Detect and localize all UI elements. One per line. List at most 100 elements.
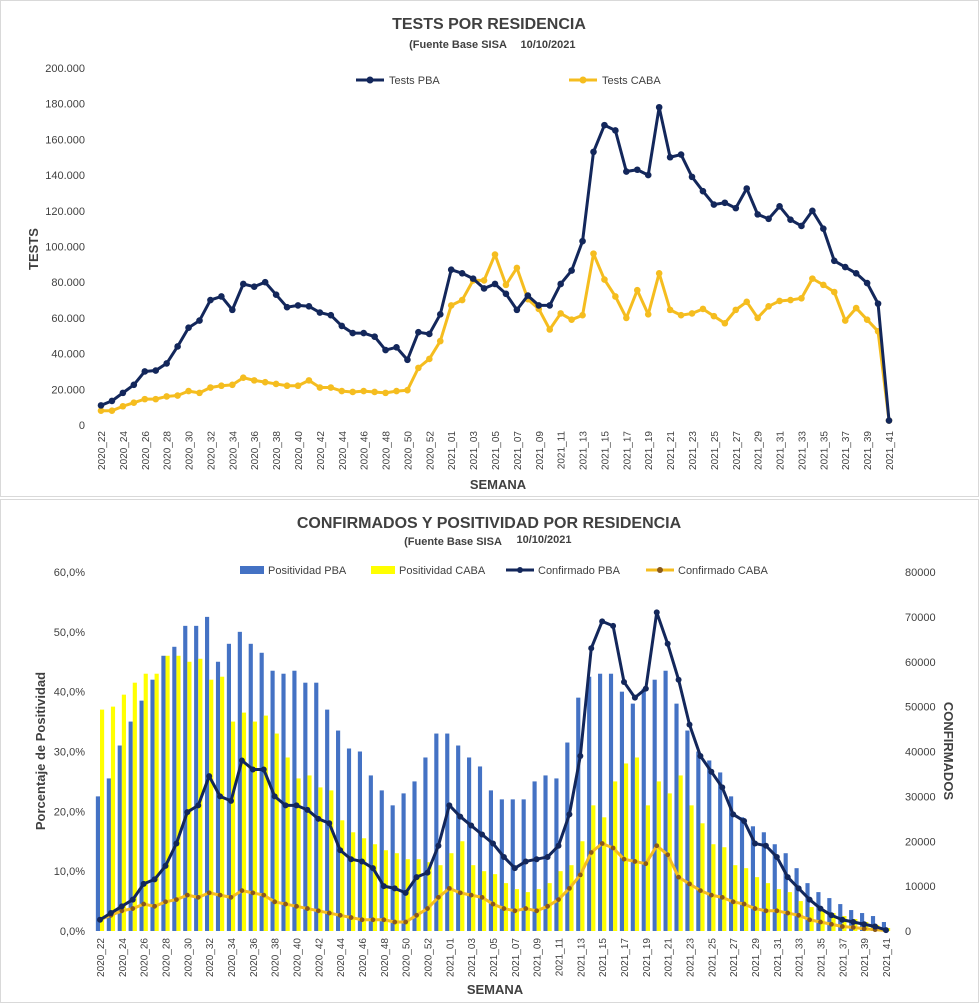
data-point <box>654 843 660 849</box>
y-axis: 0 20.000 40.000 60.000 80.000 100.000 120.000 1… <box>45 63 85 432</box>
data-point <box>162 862 169 869</box>
data-point <box>239 374 247 381</box>
data-point <box>666 153 674 161</box>
data-point <box>304 806 311 813</box>
data-point <box>393 344 400 351</box>
chart-subtitle: (Fuente Base SISA <box>409 39 507 51</box>
bar <box>630 703 635 931</box>
x-tick-label: 2021_27 <box>732 431 743 470</box>
data-point <box>436 337 444 345</box>
x-tick-label: 2020_24 <box>118 938 129 977</box>
data-point <box>282 802 289 809</box>
bar <box>831 913 836 931</box>
data-point <box>818 919 823 925</box>
data-point <box>305 906 310 911</box>
data-point <box>621 856 627 862</box>
x-tick-label: 2020_40 <box>294 431 305 470</box>
x-tick-label: 2020_30 <box>183 938 194 977</box>
bar <box>772 844 777 931</box>
data-point <box>502 281 510 289</box>
bar <box>95 796 100 931</box>
bar <box>139 700 144 931</box>
data-point <box>776 203 783 210</box>
data-point <box>305 377 313 384</box>
x-tick-label: 2021_33 <box>795 938 806 977</box>
data-point <box>579 237 586 245</box>
x-tick-label: 2020_22 <box>97 431 108 470</box>
bar <box>608 673 614 931</box>
x-tick-label: 2021_39 <box>860 938 871 977</box>
data-point <box>665 852 671 858</box>
data-point <box>883 927 889 934</box>
data-point <box>644 311 652 318</box>
bar <box>722 847 727 931</box>
legend-label: Tests PBA <box>389 75 440 87</box>
bar <box>587 676 592 931</box>
data-point <box>260 766 267 773</box>
bar <box>744 868 749 931</box>
bar <box>471 865 476 931</box>
data-point <box>348 856 355 863</box>
bar <box>176 655 181 931</box>
bar <box>598 673 603 931</box>
data-point <box>338 387 346 395</box>
data-point <box>196 317 203 324</box>
data-point <box>863 316 871 323</box>
data-point <box>612 127 619 134</box>
data-point <box>359 858 365 865</box>
data-point <box>130 381 138 389</box>
data-point <box>676 874 681 880</box>
data-point <box>579 311 586 319</box>
data-point <box>480 285 488 292</box>
bar <box>820 910 825 931</box>
data-point <box>850 925 856 930</box>
x-tick-label: 2020_48 <box>380 938 391 977</box>
data-point <box>512 908 518 914</box>
data-point <box>261 378 269 386</box>
bar <box>707 760 712 931</box>
plot-area <box>97 103 893 424</box>
bar <box>270 670 275 931</box>
x-tick-label: 2020_36 <box>249 938 260 977</box>
data-point <box>828 912 835 919</box>
data-point <box>490 901 496 907</box>
data-point <box>415 328 422 336</box>
data-point <box>621 678 627 685</box>
data-point <box>623 168 630 175</box>
data-point <box>677 311 685 319</box>
data-point <box>446 885 452 891</box>
x-tick-label: 2021_37 <box>841 431 852 470</box>
data-point <box>392 919 398 925</box>
bar <box>499 799 504 931</box>
bar <box>307 775 312 931</box>
data-point <box>239 888 245 894</box>
bar <box>372 844 378 931</box>
data-point <box>752 906 758 911</box>
data-point <box>741 901 747 907</box>
data-point <box>229 306 236 314</box>
bar <box>259 652 264 931</box>
data-point <box>436 311 444 318</box>
bar <box>183 625 188 931</box>
bar <box>252 721 257 931</box>
bar <box>237 631 242 931</box>
data-point <box>732 306 740 314</box>
y-axis: 0,0% 10,0% 20,0% 30,0% 40,0% 50,0% 60,0% <box>54 567 85 938</box>
bar <box>303 682 308 931</box>
bar <box>423 757 428 931</box>
bar <box>696 751 701 931</box>
bar <box>602 817 607 931</box>
bar <box>619 691 624 931</box>
data-point <box>754 211 761 218</box>
bar <box>117 745 122 931</box>
bar <box>161 655 166 931</box>
data-point <box>140 880 147 887</box>
x-tick-label: 2020_46 <box>358 938 369 977</box>
data-point <box>413 874 420 881</box>
data-point <box>710 201 718 208</box>
data-point <box>359 917 365 923</box>
data-point <box>763 908 769 914</box>
bar <box>477 766 483 931</box>
y2-tick-label: 20000 <box>905 836 936 848</box>
bar <box>314 682 319 931</box>
